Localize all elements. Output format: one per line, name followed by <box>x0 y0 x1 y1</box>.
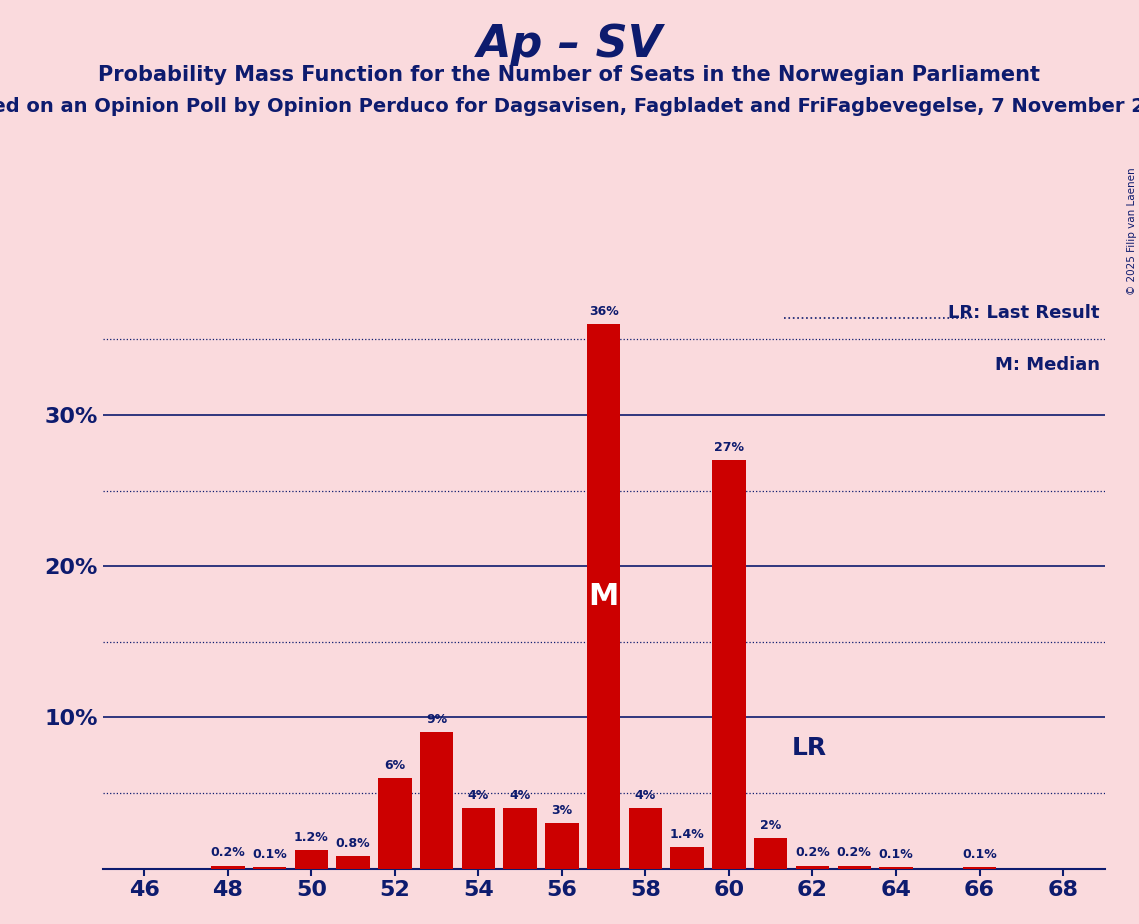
Text: 4%: 4% <box>468 789 489 802</box>
Bar <box>336 857 370 869</box>
Bar <box>754 838 787 869</box>
Bar <box>546 823 579 869</box>
Text: 0.1%: 0.1% <box>878 848 913 861</box>
Text: Probability Mass Function for the Number of Seats in the Norwegian Parliament: Probability Mass Function for the Number… <box>98 65 1041 85</box>
Text: 0.1%: 0.1% <box>252 848 287 861</box>
Bar <box>503 808 536 869</box>
Text: 2%: 2% <box>760 820 781 833</box>
Bar <box>712 460 746 869</box>
Bar <box>211 866 245 869</box>
Text: Ap – SV: Ap – SV <box>476 23 663 67</box>
Text: 3%: 3% <box>551 804 573 817</box>
Bar <box>587 324 621 869</box>
Bar <box>253 867 286 869</box>
Bar <box>837 866 871 869</box>
Text: LR: Last Result: LR: Last Result <box>949 304 1100 322</box>
Bar <box>295 850 328 869</box>
Text: 9%: 9% <box>426 713 448 726</box>
Text: 36%: 36% <box>589 305 618 318</box>
Text: 0.8%: 0.8% <box>336 837 370 850</box>
Bar <box>420 733 453 869</box>
Bar <box>962 867 997 869</box>
Bar <box>378 778 411 869</box>
Text: 27%: 27% <box>714 442 744 455</box>
Bar <box>629 808 662 869</box>
Text: M: Median: M: Median <box>994 357 1100 374</box>
Text: 0.2%: 0.2% <box>795 846 830 859</box>
Text: 4%: 4% <box>634 789 656 802</box>
Text: 0.2%: 0.2% <box>837 846 871 859</box>
Text: M: M <box>589 582 618 611</box>
Text: LR: LR <box>792 736 827 760</box>
Text: Based on an Opinion Poll by Opinion Perduco for Dagsavisen, Fagbladet and FriFag: Based on an Opinion Poll by Opinion Perd… <box>0 97 1139 116</box>
Bar <box>879 867 912 869</box>
Text: 1.4%: 1.4% <box>670 828 705 842</box>
Text: © 2025 Filip van Laenen: © 2025 Filip van Laenen <box>1126 167 1137 295</box>
Bar <box>461 808 495 869</box>
Text: 6%: 6% <box>384 759 405 772</box>
Text: 1.2%: 1.2% <box>294 832 329 845</box>
Text: 4%: 4% <box>509 789 531 802</box>
Bar <box>796 866 829 869</box>
Bar <box>671 847 704 869</box>
Text: 0.1%: 0.1% <box>962 848 997 861</box>
Text: 0.2%: 0.2% <box>211 846 245 859</box>
